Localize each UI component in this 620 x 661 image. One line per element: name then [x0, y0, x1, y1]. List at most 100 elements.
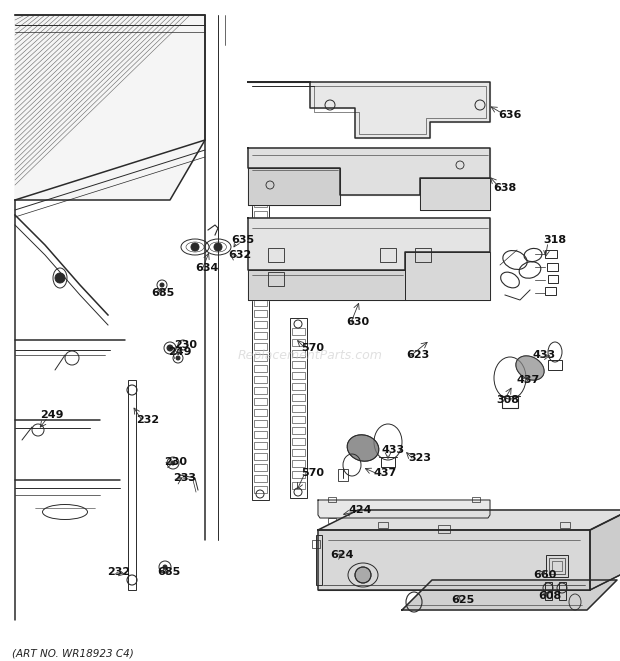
Circle shape	[176, 356, 180, 360]
Bar	[547, 263, 558, 271]
Text: 323: 323	[409, 453, 432, 463]
Bar	[254, 354, 267, 361]
Bar	[472, 497, 480, 502]
Text: 233: 233	[174, 473, 197, 483]
Text: 433: 433	[381, 445, 405, 455]
Bar	[552, 561, 562, 571]
Polygon shape	[420, 178, 490, 210]
Bar	[328, 497, 336, 502]
Text: 308: 308	[497, 395, 520, 405]
Bar	[254, 178, 267, 185]
Bar	[254, 398, 267, 405]
Polygon shape	[590, 510, 620, 590]
Text: 624: 624	[330, 550, 354, 560]
Bar	[254, 464, 267, 471]
Text: 685: 685	[157, 567, 180, 577]
Bar	[328, 518, 336, 523]
Ellipse shape	[516, 356, 544, 380]
Bar	[254, 453, 267, 460]
Bar	[292, 394, 305, 401]
Bar	[254, 442, 267, 449]
Bar	[548, 275, 558, 283]
Text: 608: 608	[538, 591, 562, 601]
Text: 570: 570	[301, 343, 324, 353]
Bar	[292, 339, 305, 346]
Bar	[502, 396, 518, 408]
Polygon shape	[318, 530, 590, 590]
Circle shape	[214, 243, 222, 251]
Circle shape	[191, 243, 199, 251]
Bar	[292, 449, 305, 456]
Text: 437: 437	[373, 468, 397, 478]
Text: 249: 249	[40, 410, 64, 420]
Bar	[292, 328, 305, 335]
Text: 570: 570	[301, 468, 324, 478]
Text: 249: 249	[168, 347, 192, 357]
Text: 625: 625	[451, 595, 475, 605]
Bar	[254, 266, 267, 273]
Bar	[254, 255, 267, 262]
Polygon shape	[402, 580, 617, 610]
Bar	[254, 343, 267, 350]
Bar	[292, 471, 305, 478]
Bar	[472, 518, 480, 523]
Bar	[312, 540, 320, 548]
Bar	[254, 321, 267, 328]
Bar	[292, 460, 305, 467]
Polygon shape	[318, 510, 620, 530]
Bar	[378, 522, 388, 528]
Bar	[254, 167, 267, 174]
Bar	[254, 200, 267, 207]
Bar	[560, 522, 570, 528]
Bar	[254, 233, 267, 240]
Bar	[254, 211, 267, 218]
Polygon shape	[318, 500, 490, 518]
Circle shape	[167, 345, 173, 351]
Bar	[292, 361, 305, 368]
Bar	[292, 438, 305, 445]
Bar	[254, 299, 267, 306]
Text: 638: 638	[494, 183, 516, 193]
Polygon shape	[248, 218, 490, 270]
Polygon shape	[248, 168, 340, 205]
Polygon shape	[15, 15, 205, 200]
Bar	[546, 555, 568, 577]
Bar	[292, 383, 305, 390]
Circle shape	[55, 273, 65, 283]
Bar	[254, 277, 267, 284]
Text: 623: 623	[406, 350, 430, 360]
Circle shape	[355, 567, 371, 583]
Bar	[545, 582, 552, 600]
Ellipse shape	[347, 435, 379, 461]
Bar	[254, 387, 267, 394]
Bar	[268, 272, 284, 286]
Bar	[545, 250, 557, 258]
Bar	[254, 431, 267, 438]
Bar	[254, 409, 267, 416]
Bar	[316, 535, 322, 585]
Bar	[415, 248, 431, 262]
Text: 630: 630	[347, 317, 370, 327]
Polygon shape	[405, 252, 490, 300]
Bar	[292, 427, 305, 434]
Text: 232: 232	[107, 567, 131, 577]
Bar	[254, 486, 267, 493]
Circle shape	[171, 461, 175, 465]
Circle shape	[160, 283, 164, 287]
Bar	[254, 222, 267, 229]
Bar	[254, 376, 267, 383]
Bar	[254, 244, 267, 251]
Bar	[254, 310, 267, 317]
Bar	[254, 189, 267, 196]
Polygon shape	[248, 270, 405, 300]
Circle shape	[163, 565, 167, 569]
Bar	[254, 420, 267, 427]
Text: (ART NO. WR18923 C4): (ART NO. WR18923 C4)	[12, 648, 134, 658]
Bar	[254, 332, 267, 339]
Text: 232: 232	[136, 415, 159, 425]
Polygon shape	[248, 82, 490, 138]
Polygon shape	[248, 148, 490, 195]
Bar	[292, 350, 305, 357]
Bar	[549, 558, 565, 574]
Bar	[438, 525, 450, 533]
